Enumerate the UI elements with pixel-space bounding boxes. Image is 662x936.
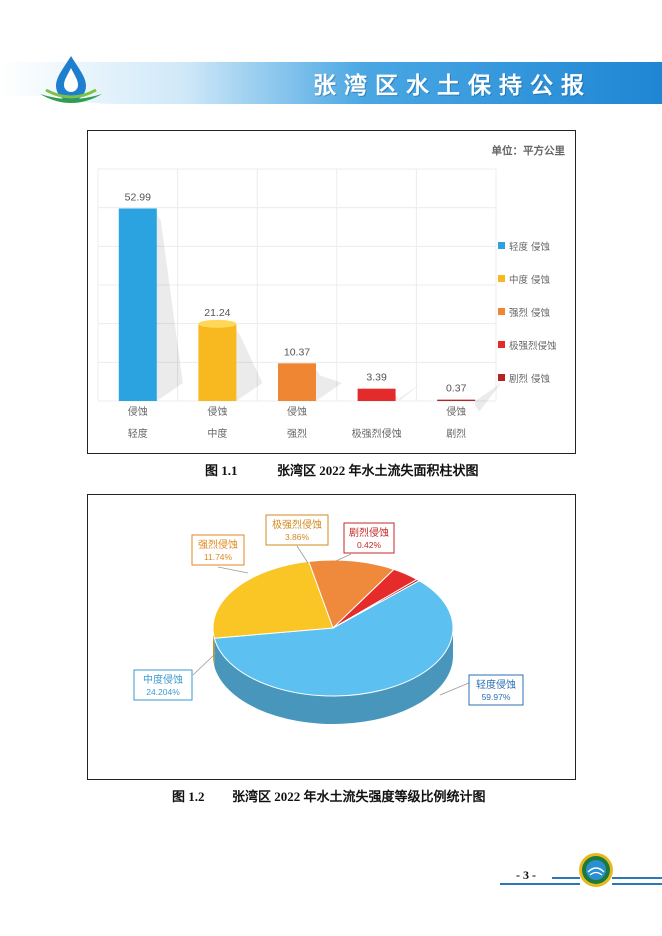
category-label: 侵蚀 [207,405,227,418]
figure-1-number: 图 1.1 [205,463,238,478]
pie-slice [212,560,334,639]
bar [437,399,476,401]
slice-label: 极强烈侵蚀 [272,518,322,531]
legend-item: 轻度 侵蚀 [498,229,557,262]
legend-swatch [498,374,505,381]
bar [198,323,237,401]
footer-line [612,883,662,885]
category-label: 轻度 [128,427,148,440]
footer-line [500,883,580,885]
slice-label: 强烈侵蚀 [198,538,238,551]
slice-percent-label: 59.97% [482,692,511,702]
page-number: - 3 - [516,868,536,882]
bar-value-label: 21.24 [204,307,230,319]
callout-box [133,669,193,701]
callout-box [191,534,245,566]
slice-label: 中度侵蚀 [143,673,183,686]
legend-item: 剧烈 侵蚀 [498,361,557,394]
bar-chart-frame: 单位：平方公里 52.99 侵蚀轻度 21.24 侵蚀中度 10.37 侵蚀强烈 3.39 极… [87,130,576,454]
legend-label: 中度 侵蚀 [509,274,551,286]
callout-line [296,545,309,564]
slice-percent-label: 0.42% [357,540,382,550]
legend-swatch [498,242,505,249]
category-label: 强烈 [287,428,307,440]
callout-box [343,522,395,554]
category-label: 侵蚀 [446,405,466,418]
legend-swatch [498,275,505,282]
category-label: 剧烈 [446,428,466,440]
bar-shadow [316,369,342,401]
header-banner [0,62,662,104]
callout-box [265,514,329,546]
figure-1-caption: 图 1.1 张湾区 2022 年水土流失面积柱状图 [205,460,479,479]
unit-label: 单位：平方公里 [491,145,566,157]
bar-shadow [156,214,183,401]
bar-shadow [475,383,502,412]
legend-swatch [498,341,505,348]
bar [118,208,157,401]
callout-box [468,674,524,706]
pie-slice [332,578,421,629]
bar-top [198,319,237,328]
category-label: 侵蚀 [128,405,148,418]
category-label: 中度 [207,427,227,440]
pie-slice [213,580,454,697]
bar-shadow [395,383,422,401]
figure-2-number: 图 1.2 [172,789,205,804]
footer-line [612,877,662,879]
pie-slice [308,559,395,629]
figure-2-title: 张湾区 2022 年水土流失强度等级比例统计图 [232,789,486,804]
legend-label: 轻度 侵蚀 [509,241,551,253]
slice-label: 剧烈侵蚀 [349,526,389,539]
bar-value-label: 3.39 [366,372,387,384]
legend-item: 中度 侵蚀 [498,262,557,295]
bar-chart-legend: 轻度 侵蚀中度 侵蚀强烈 侵蚀极强烈侵蚀剧烈 侵蚀 [498,229,557,394]
bar-value-label: 10.37 [284,346,310,358]
pie-chart-frame: 轻度侵蚀 59.97% 中度侵蚀 24.204% 强烈侵蚀 11.74% 极强烈侵蚀 3.86… [87,494,576,780]
slice-label: 轻度侵蚀 [476,678,516,691]
slice-percent-label: 11.74% [204,552,233,562]
footer-line [552,877,580,879]
bar [278,363,316,401]
slice-percent-label: 24.204% [146,687,180,697]
bar-value-label: 0.37 [446,383,467,395]
header-title: 张湾区水土保持公报 [313,72,592,99]
category-label: 极强烈侵蚀 [352,427,402,440]
legend-item: 极强烈侵蚀 [498,328,557,361]
callout-line [335,553,352,562]
slice-percent-label: 3.86% [285,532,310,542]
logo-icon [40,56,102,103]
category-label: 侵蚀 [287,405,307,418]
legend-item: 强烈 侵蚀 [498,295,557,328]
legend-label: 剧烈 侵蚀 [509,373,551,385]
legend-label: 强烈 侵蚀 [509,307,551,319]
callout-line [192,652,217,676]
bar-value-label: 52.99 [125,191,151,203]
pie-slice-side [214,628,453,724]
figure-1-title: 张湾区 2022 年水土流失面积柱状图 [277,463,479,478]
emblem-icon [579,853,613,887]
callout-line [217,566,249,574]
bar [357,388,396,401]
figure-2-caption: 图 1.2 张湾区 2022 年水土流失强度等级比例统计图 [172,786,486,805]
bar-shadow [236,329,263,401]
legend-swatch [498,308,505,315]
legend-label: 极强烈侵蚀 [509,340,557,352]
